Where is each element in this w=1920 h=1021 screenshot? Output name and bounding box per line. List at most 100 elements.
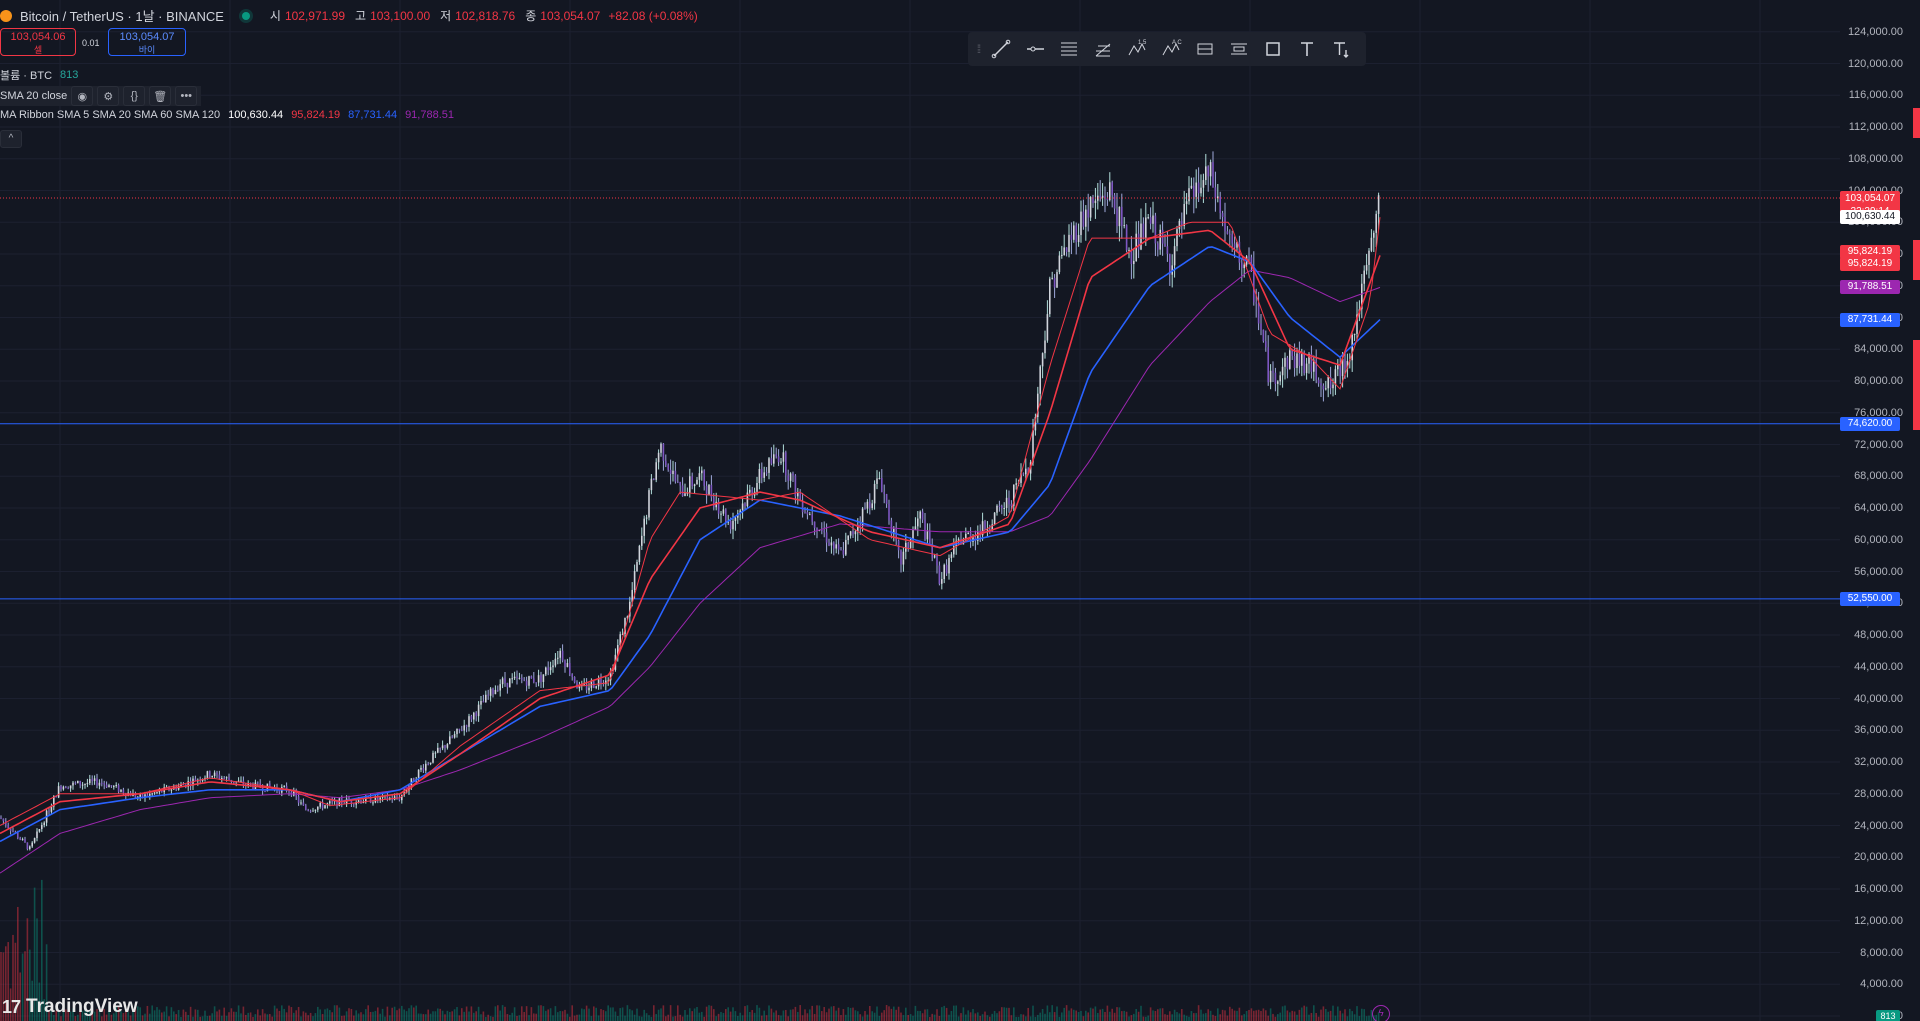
volume-bar [204,1010,206,1021]
candle-body [1253,265,1255,303]
parallel-channel-icon[interactable] [1052,34,1086,64]
candle-body [1106,198,1109,200]
candle-body [1121,206,1123,226]
candle-body [1344,359,1346,369]
volume-bar [331,1012,333,1021]
candle-body [554,658,557,666]
volume-bar [797,1011,799,1021]
candle-body [115,785,117,787]
candle-body [597,678,600,687]
fib-retracement-icon[interactable] [1086,34,1120,64]
candle-body [499,684,501,691]
symbol-legend: Bitcoin / TetherUS · 1날 · BINANCE 시 102,9… [0,6,698,25]
price-tick: 72,000.00 [1854,438,1903,451]
source-code-icon[interactable]: {} [123,86,146,106]
volume-bar [487,1014,489,1021]
candle-body [933,555,936,558]
settings-icon[interactable]: ⚙ [97,86,120,106]
date-price-range-icon[interactable] [1188,34,1222,64]
volume-bar [823,1007,825,1021]
rectangle-icon[interactable] [1256,34,1290,64]
volume-bar [893,1006,895,1021]
trash-icon[interactable]: 🗑 [149,86,172,106]
volume-bar [319,1009,321,1021]
volume-bar [295,1010,297,1021]
scroll-strip [1913,108,1920,138]
candle-body [60,786,62,790]
volume-bar [1061,1012,1063,1021]
candle-body [883,492,885,495]
volume-bar [650,1016,653,1021]
candle-body [101,782,103,784]
candle-body [1221,213,1224,217]
svg-text:A C: A C [1172,40,1182,46]
volume-bar [564,1009,566,1021]
volume-bar [653,1005,655,1021]
volume-bar [1317,1016,1320,1021]
volume-bar [324,1009,326,1021]
horizontal-ray-icon[interactable] [1018,34,1052,64]
volume-bar [233,1011,235,1021]
volume-bar [1277,1014,1279,1021]
candle-body [828,542,830,546]
volume-bar [741,1015,744,1021]
text-icon[interactable] [1290,34,1324,64]
more-icon[interactable]: ••• [175,86,198,106]
abcd-pattern-icon[interactable]: A C [1154,34,1188,64]
sell-button[interactable]: 103,054.06 셀 [0,28,76,56]
hline-52550-badge[interactable]: 52,550.00 [1840,591,1900,606]
volume-legend[interactable]: 볼륨 · BTC 813 [0,67,78,83]
volume-bar [168,1016,170,1021]
volume-bar [110,1014,113,1021]
candle-body [773,454,775,464]
volume-bar [511,1012,513,1021]
text-note-icon[interactable] [1324,34,1358,64]
candle-body [1056,272,1058,288]
candle-body [873,483,876,504]
price-range-icon[interactable] [1222,34,1256,64]
candle-body [1233,243,1236,248]
volume-bar [393,1006,396,1021]
candle-body [1061,255,1063,257]
buy-button[interactable]: 103,054.07 바이 [108,28,186,56]
candle-body [893,529,895,535]
tradingview-logo[interactable]: 17 TradingView [2,996,138,1018]
trend-line-icon[interactable] [984,34,1018,64]
volume-bar [77,1014,79,1021]
volume-bar [989,1016,991,1021]
candle-body [170,789,173,791]
volume-bar [593,1006,595,1021]
sma-legend[interactable]: SMA 20 close ◉ ⚙ {} 🗑 ••• [0,86,202,106]
volume-bar [674,1016,677,1021]
candle-body [1269,370,1272,383]
eye-icon[interactable]: ◉ [71,86,94,106]
volume-bar [816,1005,818,1021]
volume-bar [758,1007,761,1021]
ma-ribbon-legend[interactable]: MA Ribbon SMA 5 SMA 20 SMA 60 SMA 120 10… [0,109,454,121]
candle-body [525,680,528,686]
volume-bar [494,1006,497,1021]
candle-body [456,728,458,735]
volume-bar [1325,1008,1327,1021]
candle-body [302,802,305,806]
candle-body [434,752,437,754]
volume-bar [235,1011,237,1021]
candle-body [861,508,864,526]
candle-body [569,663,571,675]
candle-body [626,616,629,618]
drag-handle-icon[interactable]: ⁞⁞ [976,42,982,56]
candle-body [641,535,643,546]
candle-body [1005,497,1008,509]
volume-bar [1080,1010,1082,1021]
symbol-title[interactable]: Bitcoin / TetherUS · 1날 · BINANCE [20,9,224,24]
volume-bar [2,952,5,1021]
hline-74620-badge[interactable]: 74,620.00 [1840,416,1900,431]
volume-bar [305,1012,307,1021]
collapse-legend-button[interactable]: ^ [0,130,22,148]
lightning-icon[interactable]: ϟ [1372,1005,1390,1021]
volume-bar [446,1010,449,1021]
xabcd-pattern-icon[interactable]: 1 5 [1120,34,1154,64]
volume-bar [1097,1012,1099,1021]
volume-bar [830,1006,833,1021]
